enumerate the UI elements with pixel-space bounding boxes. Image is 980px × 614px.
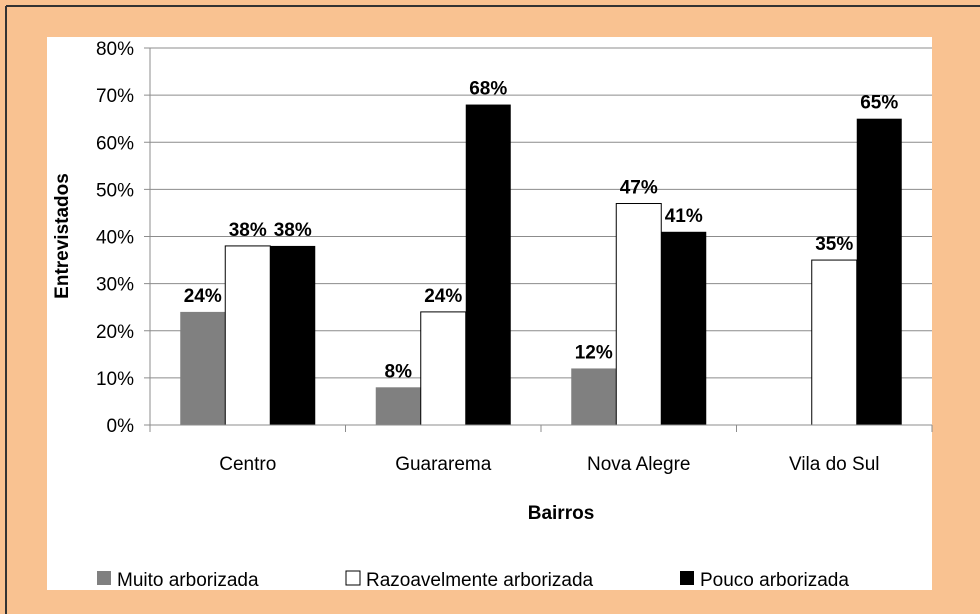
bar	[615, 203, 662, 426]
value-label: 38%	[274, 220, 312, 241]
value-label: 68%	[469, 79, 507, 100]
value-label: 12%	[575, 342, 613, 363]
value-label: 8%	[385, 361, 413, 382]
bar	[270, 245, 316, 425]
legend-label: Razoavelmente arborizada	[366, 570, 594, 591]
y-tick-label: 80%	[96, 39, 134, 60]
legend-swatch	[97, 571, 111, 585]
frame-bottom	[7, 590, 980, 614]
x-tick-label: Guararema	[395, 454, 492, 475]
legend-label: Pouco arborizada	[700, 570, 849, 591]
bar	[465, 104, 511, 426]
bar	[661, 231, 707, 425]
value-label: 24%	[184, 286, 222, 307]
bar	[856, 118, 902, 425]
plot: 0% 10% 20% 30% 40% 50% 60% 70% 80% Centro 24% 38% 38…	[96, 39, 933, 591]
y-tick-label: 20%	[96, 322, 134, 343]
x-tick-label: Nova Alegre	[587, 454, 691, 475]
bar	[224, 245, 271, 426]
bar	[811, 259, 858, 426]
y-tick-label: 10%	[96, 369, 134, 390]
x-axis-title: Bairros	[528, 503, 595, 524]
legend-swatch	[345, 570, 361, 586]
y-tick-label: 40%	[96, 228, 134, 249]
bar	[571, 368, 617, 425]
x-tick-label: Centro	[219, 454, 276, 475]
y-tick-label: 30%	[96, 275, 134, 296]
y-tick-label: 70%	[96, 86, 134, 107]
value-label: 38%	[229, 220, 267, 241]
bar	[375, 387, 421, 425]
bar	[420, 311, 467, 426]
value-label: 47%	[620, 178, 658, 199]
value-label: 65%	[860, 93, 898, 114]
y-axis-title: Entrevistados	[52, 173, 73, 299]
y-tick-label: 50%	[96, 180, 134, 201]
value-label: 41%	[665, 206, 703, 227]
legend-swatch	[680, 571, 694, 585]
value-label: 35%	[815, 234, 853, 255]
legend-label: Muito arborizada	[117, 570, 259, 591]
y-tick-label: 0%	[107, 416, 135, 437]
x-tick-label: Vila do Sul	[789, 454, 880, 475]
bar	[180, 311, 226, 425]
y-tick-label: 60%	[96, 133, 134, 154]
value-label: 24%	[424, 286, 462, 307]
